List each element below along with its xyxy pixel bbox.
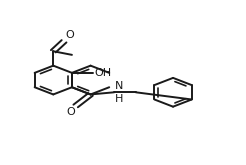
Text: OH: OH xyxy=(94,68,111,78)
Text: N: N xyxy=(115,82,123,91)
Text: O: O xyxy=(65,31,74,40)
Text: O: O xyxy=(66,107,75,117)
Text: H: H xyxy=(115,94,123,104)
